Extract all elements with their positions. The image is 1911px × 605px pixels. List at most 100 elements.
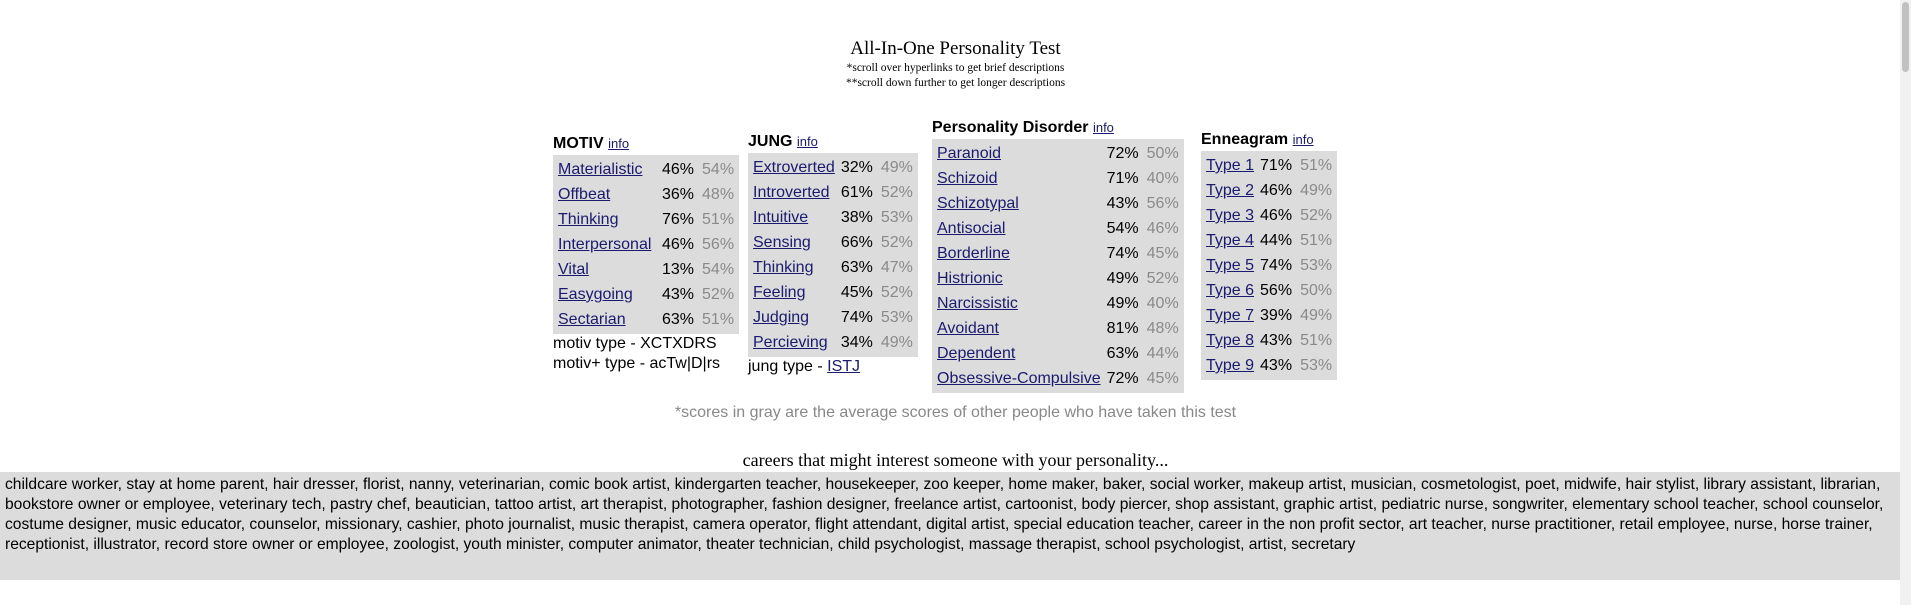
pd-row: Borderline 74% 45% (935, 241, 1181, 266)
jung-info-link[interactable]: info (796, 134, 818, 149)
jung-trait-link[interactable]: Judging (753, 309, 810, 326)
pd-row: Dependent 63% 44% (935, 341, 1181, 366)
pd-table: Paranoid 72% 50% Schizoid 71% 40% Schizotypal 4… (932, 139, 1184, 393)
pd-row-name-cell: Dependent (935, 341, 1103, 366)
jung-type-link[interactable]: ISTJ (827, 358, 861, 375)
motiv-heading: MOTIV info (553, 133, 739, 155)
motiv-row: Materialistic 46% 54% (556, 157, 736, 182)
vertical-scrollbar[interactable] (1900, 0, 1911, 605)
jung-trait-link[interactable]: Intuitive (753, 209, 809, 226)
jung-title: JUNG (748, 133, 793, 150)
enneagram-trait-link[interactable]: Type 4 (1206, 232, 1255, 249)
jung-trait-link[interactable]: Extroverted (753, 159, 835, 176)
enneagram-score: 46% (1260, 207, 1293, 224)
enneagram-score: 56% (1260, 282, 1293, 299)
enneagram-trait-link[interactable]: Type 6 (1206, 282, 1255, 299)
motiv-average-score: 54% (702, 261, 735, 278)
jung-row: Extroverted 32% 49% (751, 155, 915, 180)
motiv-score: 63% (662, 311, 695, 328)
enneagram-score: 43% (1260, 332, 1293, 349)
jung-table: Extroverted 32% 49% Introverted 61% 52% Intuit… (748, 153, 918, 357)
jung-trait-link[interactable]: Feeling (753, 284, 806, 301)
enneagram-row-name-cell: Type 2 (1204, 178, 1256, 203)
personality-disorder-section: Personality Disorder info Paranoid 72% 50%… (932, 117, 1184, 393)
jung-score: 32% (840, 159, 873, 176)
jung-trait-link[interactable]: Introverted (753, 184, 830, 201)
enneagram-trait-link[interactable]: Type 2 (1206, 182, 1255, 199)
enneagram-row: Type 2 46% 49% (1204, 178, 1334, 203)
enneagram-trait-link[interactable]: Type 1 (1206, 157, 1255, 174)
hover-note: *scroll over hyperlinks to get brief des… (846, 62, 1065, 74)
pd-row-name-cell: Antisocial (935, 216, 1103, 241)
pd-info-link[interactable]: info (1092, 120, 1114, 135)
motiv-trait-link[interactable]: Offbeat (558, 186, 611, 203)
motiv-average-score: 54% (702, 161, 735, 178)
enneagram-info-link[interactable]: info (1292, 132, 1314, 147)
pd-trait-link[interactable]: Paranoid (937, 145, 1002, 162)
enneagram-heading: Enneagram info (1201, 129, 1337, 151)
jung-score: 74% (840, 309, 873, 326)
enneagram-row-name-cell: Type 4 (1204, 228, 1256, 253)
pd-trait-link[interactable]: Borderline (937, 245, 1010, 262)
enneagram-trait-link[interactable]: Type 8 (1206, 332, 1255, 349)
jung-row-name-cell: Sensing (751, 230, 837, 255)
motiv-trait-link[interactable]: Thinking (558, 211, 619, 228)
pd-trait-link[interactable]: Avoidant (937, 320, 999, 337)
motiv-trait-link[interactable]: Vital (558, 261, 589, 278)
motiv-info-link[interactable]: info (608, 136, 630, 151)
motiv-trait-link[interactable]: Easygoing (558, 286, 633, 303)
jung-score: 38% (840, 209, 873, 226)
motiv-score: 43% (662, 286, 695, 303)
jung-average-score: 53% (880, 309, 913, 326)
jung-row: Feeling 45% 52% (751, 280, 915, 305)
pd-average-score: 40% (1146, 170, 1179, 187)
motiv-row-name-cell: Easygoing (556, 282, 658, 307)
enneagram-average-score: 51% (1300, 157, 1333, 174)
gray-scores-note: *scores in gray are the average scores o… (674, 404, 1237, 421)
enneagram-average-score: 49% (1300, 307, 1333, 324)
motiv-average-score: 51% (702, 311, 735, 328)
jung-trait-link[interactable]: Sensing (753, 234, 811, 251)
pd-score: 43% (1106, 195, 1139, 212)
jung-average-score: 49% (880, 159, 913, 176)
enneagram-trait-link[interactable]: Type 3 (1206, 207, 1255, 224)
motiv-row: Sectarian 63% 51% (556, 307, 736, 332)
jung-row-name-cell: Feeling (751, 280, 837, 305)
motiv-trait-link[interactable]: Materialistic (558, 161, 643, 178)
motiv-trait-link[interactable]: Interpersonal (558, 236, 652, 253)
pd-trait-link[interactable]: Schizotypal (937, 195, 1019, 212)
enneagram-row-name-cell: Type 7 (1204, 303, 1256, 328)
motiv-average-score: 56% (702, 236, 735, 253)
pd-trait-link[interactable]: Schizoid (937, 170, 998, 187)
enneagram-trait-link[interactable]: Type 7 (1206, 307, 1255, 324)
enneagram-title: Enneagram (1201, 131, 1289, 148)
motiv-trait-link[interactable]: Sectarian (558, 311, 626, 328)
motiv-row: Interpersonal 46% 56% (556, 232, 736, 257)
pd-trait-link[interactable]: Dependent (937, 345, 1016, 362)
enneagram-trait-link[interactable]: Type 5 (1206, 257, 1255, 274)
jung-score: 66% (840, 234, 873, 251)
motiv-average-score: 52% (702, 286, 735, 303)
enneagram-average-score: 52% (1300, 207, 1333, 224)
enneagram-score: 71% (1260, 157, 1293, 174)
enneagram-row-name-cell: Type 6 (1204, 278, 1256, 303)
jung-trait-link[interactable]: Percieving (753, 334, 828, 351)
pd-trait-link[interactable]: Narcissistic (937, 295, 1018, 312)
motiv-plus-type: motiv+ type - acTw|D|rs (553, 355, 721, 372)
scrollbar-thumb[interactable] (1902, 2, 1909, 72)
jung-row: Introverted 61% 52% (751, 180, 915, 205)
pd-trait-link[interactable]: Antisocial (937, 220, 1006, 237)
enneagram-trait-link[interactable]: Type 9 (1206, 357, 1255, 374)
motiv-row-name-cell: Interpersonal (556, 232, 658, 257)
pd-trait-link[interactable]: Obsessive-Compulsive (937, 370, 1101, 387)
pd-row-name-cell: Schizoid (935, 166, 1103, 191)
pd-row: Schizoid 71% 40% (935, 166, 1181, 191)
pd-average-score: 56% (1146, 195, 1179, 212)
jung-trait-link[interactable]: Thinking (753, 259, 814, 276)
jung-row: Judging 74% 53% (751, 305, 915, 330)
pd-row: Narcissistic 49% 40% (935, 291, 1181, 316)
pd-average-score: 46% (1146, 220, 1179, 237)
pd-trait-link[interactable]: Histrionic (937, 270, 1003, 287)
motiv-row-name-cell: Sectarian (556, 307, 658, 332)
enneagram-row: Type 3 46% 52% (1204, 203, 1334, 228)
